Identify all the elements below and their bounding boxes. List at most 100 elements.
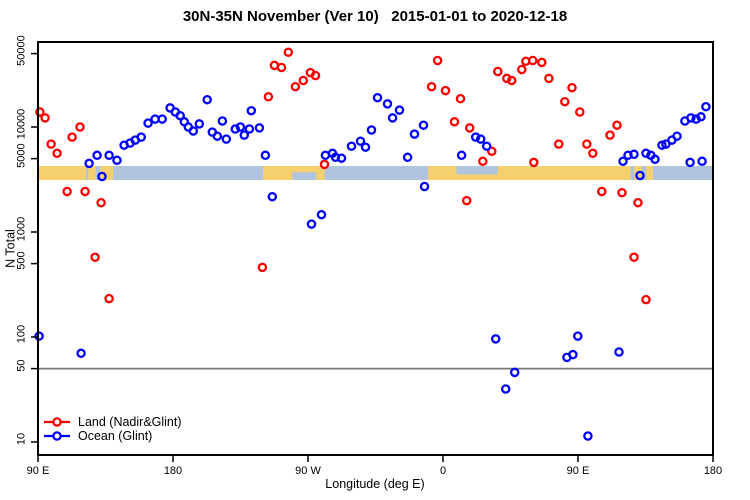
ocean-data-point (568, 349, 578, 360)
ocean-data-point (418, 120, 429, 130)
ocean-data-point (618, 156, 628, 167)
ocean-data-point (239, 130, 250, 140)
land-data-point (426, 81, 437, 92)
ocean-data-point (260, 150, 271, 161)
ocean-data-point (194, 119, 205, 129)
ocean-data-point (697, 156, 707, 167)
ocean-data-point (366, 125, 377, 135)
land-data-point (487, 146, 497, 157)
ocean-data-point (509, 367, 520, 378)
land-data-point (46, 139, 56, 149)
ocean-data-point (360, 142, 371, 152)
land-data-point (575, 107, 585, 117)
ocean-data-point (685, 157, 695, 168)
ocean-data-point (212, 131, 223, 141)
y-axis-tick-label: 50 (16, 359, 28, 371)
land-data-point (440, 85, 451, 96)
ocean-data-point (635, 170, 645, 181)
land-data-point (464, 123, 475, 133)
land-data-point (502, 73, 512, 84)
land-data-point (544, 73, 554, 84)
plot-border (37, 41, 714, 456)
band-land-segment (646, 166, 653, 180)
band-ocean-notch (456, 166, 498, 175)
band-ocean-notch (292, 172, 317, 180)
land-data-point (290, 81, 301, 92)
land-data-point (528, 55, 538, 66)
x-axis-tick-label: 180 (704, 465, 722, 477)
x-axis-tick-label: 90 E (567, 465, 590, 477)
ocean-data-point (143, 118, 153, 128)
x-axis-tick-label: 90 E (27, 465, 50, 477)
ocean-data-point (104, 150, 114, 161)
land-data-point (67, 132, 77, 142)
band-land-segment (38, 166, 86, 180)
ocean-data-point (629, 149, 639, 160)
ocean-data-point (500, 384, 511, 394)
land-data-point (104, 293, 114, 304)
ocean-data-point (336, 153, 347, 163)
ocean-data-point (267, 191, 278, 202)
chart-title: 30N-35N November (Ver 10) 2015-01-01 to … (182, 8, 568, 25)
ocean-data-point (614, 347, 624, 357)
y-axis-tick-label: 10 (16, 433, 28, 445)
ocean-data-point (672, 131, 682, 141)
ocean-data-point (188, 126, 199, 136)
ocean-data-point (246, 105, 257, 116)
ocean-data-point (409, 129, 420, 139)
ocean-data-point (244, 124, 255, 134)
land-data-point (605, 130, 615, 140)
ocean-data-point (481, 141, 492, 151)
ocean-data-point (97, 171, 107, 182)
y-axis-tick-label: 100 (16, 325, 28, 343)
ocean-data-point (136, 132, 146, 142)
band-land-segment (100, 166, 113, 180)
y-axis-label: N Total (3, 229, 18, 268)
land-data-point (633, 197, 643, 208)
y-axis-tick-label: 10000 (16, 109, 28, 140)
land-data-point (52, 148, 62, 159)
ocean-data-point (346, 141, 357, 151)
ocean-data-point (76, 348, 86, 359)
land-data-point (432, 55, 443, 66)
ocean-data-point (34, 331, 44, 341)
ocean-data-point (112, 155, 122, 166)
ocean-data-point (84, 158, 94, 169)
legend-point-marker (52, 417, 62, 427)
land-data-point (449, 117, 460, 127)
ocean-data-point (230, 124, 241, 134)
land-data-point (597, 186, 607, 197)
ocean-data-point (490, 334, 501, 344)
ocean-data-point (202, 94, 212, 105)
land-data-point (567, 82, 577, 93)
ocean-data-point (641, 148, 651, 159)
land-data-point (560, 96, 570, 107)
ocean-data-point (470, 132, 481, 142)
land-data-point (588, 148, 598, 159)
ocean-data-point (573, 331, 583, 341)
ocean-data-point (696, 112, 706, 122)
ocean-data-point (382, 99, 393, 109)
legend-label: Land (Nadir&Glint) (78, 415, 182, 429)
land-data-point (529, 157, 539, 168)
band-land-segment (88, 166, 96, 180)
ocean-data-point (394, 105, 405, 115)
land-data-point (263, 92, 274, 102)
ocean-data-point (157, 114, 167, 124)
ocean-data-point (235, 122, 246, 132)
ocean-data-point (221, 134, 232, 144)
y-axis-tick-label: 1000 (16, 217, 28, 241)
y-axis-tick-label: 50000 (16, 35, 28, 66)
land-data-point (554, 139, 564, 149)
legend-point-marker (52, 431, 62, 441)
land-data-point (582, 139, 592, 149)
ocean-data-point (372, 92, 383, 103)
ocean-data-point (419, 181, 430, 192)
land-data-point (80, 186, 90, 197)
ocean-data-point (650, 154, 660, 165)
land-data-point (319, 159, 330, 170)
land-data-point (310, 70, 321, 81)
land-data-point (298, 75, 309, 86)
